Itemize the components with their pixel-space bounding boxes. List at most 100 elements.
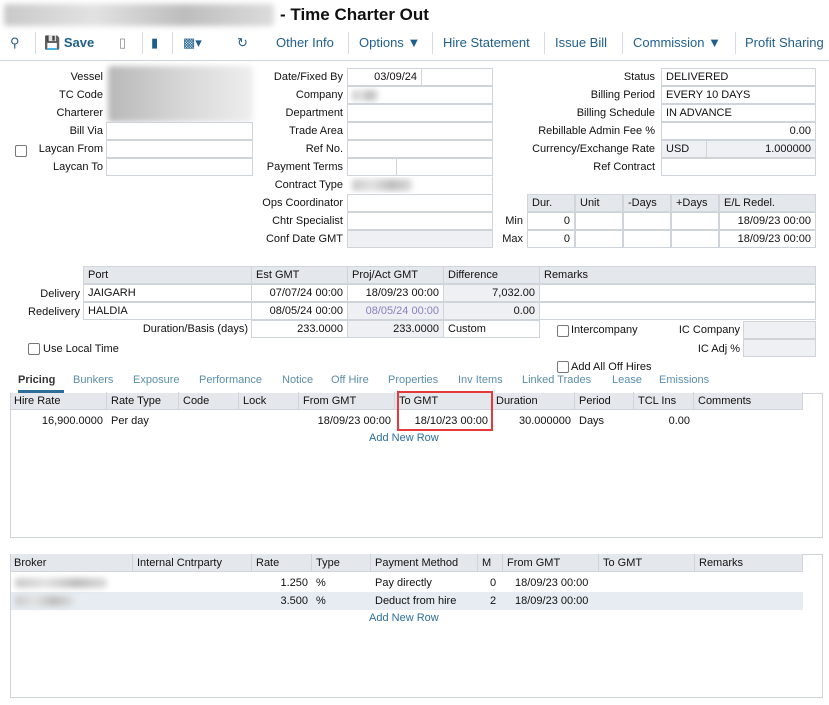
- ic-adj-input[interactable]: [743, 339, 816, 357]
- copy-dropdown-icon[interactable]: ▩▾: [183, 35, 202, 50]
- billing-schedule-value[interactable]: IN ADVANCE: [661, 104, 816, 122]
- department-input[interactable]: [347, 104, 493, 122]
- trade-area-input[interactable]: [347, 122, 493, 140]
- broker-cell[interactable]: 2: [490, 595, 497, 607]
- laycan-checkbox[interactable]: [15, 145, 27, 157]
- delivery-proj[interactable]: 18/09/23 00:00: [347, 284, 444, 302]
- other-info-button[interactable]: Other Info: [276, 35, 334, 50]
- delivery-remarks[interactable]: [539, 284, 816, 302]
- duration-cell[interactable]: 30.000000: [519, 415, 571, 427]
- broker-column-header[interactable]: Rate: [252, 554, 312, 572]
- profit-sharing-button[interactable]: Profit Sharing: [745, 35, 824, 50]
- hire-statement-button[interactable]: Hire Statement: [443, 35, 530, 50]
- broker-cell[interactable]: [703, 592, 811, 610]
- tcl-ins-cell[interactable]: 0.00: [668, 415, 690, 427]
- billing-period-value[interactable]: EVERY 10 DAYS: [661, 86, 816, 104]
- broker-cell[interactable]: 18/09/23 00:00: [515, 595, 589, 607]
- basis-select[interactable]: Custom: [443, 320, 540, 338]
- fixed-by-input[interactable]: [421, 68, 493, 86]
- min-dur[interactable]: 0: [527, 212, 575, 230]
- admin-fee-input[interactable]: 0.00: [661, 122, 816, 140]
- broker-cell[interactable]: [607, 574, 703, 592]
- min-plus-days[interactable]: [671, 212, 719, 230]
- hire-rate-cell[interactable]: 16,900.0000: [41, 415, 103, 427]
- broker-cell[interactable]: 1.250: [280, 577, 308, 589]
- new-document-icon[interactable]: ▯: [119, 35, 127, 50]
- payment-terms-input[interactable]: [396, 158, 493, 176]
- period-cell[interactable]: Days: [579, 415, 605, 427]
- broker-cell[interactable]: 3.500: [280, 595, 308, 607]
- min-el-redel[interactable]: 18/09/23 00:00: [719, 212, 816, 230]
- broker-cell[interactable]: Deduct from hire: [375, 595, 457, 607]
- tab-bunkers[interactable]: Bunkers: [73, 374, 114, 386]
- status-value[interactable]: DELIVERED: [661, 68, 816, 86]
- broker-column-header[interactable]: M: [478, 554, 503, 572]
- broker-cell[interactable]: 18/09/23 00:00: [515, 577, 589, 589]
- duration-est[interactable]: 233.0000: [251, 320, 348, 338]
- broker-column-header[interactable]: Broker: [10, 554, 133, 572]
- redelivery-port[interactable]: HALDIA: [83, 302, 252, 320]
- broker-cell[interactable]: %: [316, 577, 326, 589]
- min-unit[interactable]: [575, 212, 623, 230]
- payment-terms-code[interactable]: [347, 158, 397, 176]
- pricing-column-header[interactable]: Rate Type: [107, 392, 179, 410]
- max-plus-days[interactable]: [671, 230, 719, 248]
- exchange-rate-input[interactable]: 1.000000: [706, 140, 816, 158]
- broker-column-header[interactable]: Payment Method: [371, 554, 478, 572]
- tab-lease[interactable]: Lease: [612, 374, 642, 386]
- pricing-add-new-row[interactable]: Add New Row: [369, 432, 439, 444]
- commission-menu[interactable]: Commission ▼: [633, 35, 722, 50]
- tab-pricing[interactable]: Pricing: [18, 374, 64, 393]
- broker-cell[interactable]: 0: [490, 577, 497, 589]
- laycan-from-input[interactable]: [106, 140, 253, 158]
- rate-type-cell[interactable]: Per day: [111, 415, 149, 427]
- broker-column-header[interactable]: Internal Cntrparty: [133, 554, 252, 572]
- broker-cell[interactable]: [703, 574, 811, 592]
- tab-notice[interactable]: Notice: [282, 374, 314, 386]
- broker-column-header[interactable]: From GMT: [503, 554, 599, 572]
- tab-inv-items[interactable]: Inv Items: [458, 374, 503, 386]
- search-icon[interactable]: ⚲: [10, 35, 20, 50]
- save-button[interactable]: 💾 Save: [44, 35, 95, 50]
- delivery-est[interactable]: 07/07/24 00:00: [251, 284, 348, 302]
- pricing-column-header[interactable]: From GMT: [299, 392, 395, 410]
- laycan-to-input[interactable]: [106, 158, 253, 176]
- broker-column-header[interactable]: Type: [312, 554, 371, 572]
- company-input[interactable]: [347, 86, 493, 104]
- tab-linked-trades[interactable]: Linked Trades: [522, 374, 592, 386]
- from-gmt-cell[interactable]: 18/09/23 00:00: [317, 415, 391, 427]
- broker-cell[interactable]: Pay directly: [375, 577, 432, 589]
- ic-company-input[interactable]: [743, 321, 816, 339]
- max-dur[interactable]: 0: [527, 230, 575, 248]
- intercompany-checkbox[interactable]: [557, 325, 569, 337]
- broker-column-header[interactable]: To GMT: [599, 554, 695, 572]
- pricing-column-header[interactable]: Lock: [239, 392, 299, 410]
- max-minus-days[interactable]: [623, 230, 671, 248]
- tab-exposure[interactable]: Exposure: [133, 374, 180, 386]
- broker-cell[interactable]: %: [316, 595, 326, 607]
- pricing-column-header[interactable]: Hire Rate: [10, 392, 107, 410]
- max-unit[interactable]: [575, 230, 623, 248]
- use-local-time-checkbox[interactable]: [28, 343, 40, 355]
- to-gmt-cell[interactable]: 18/10/23 00:00: [414, 415, 488, 427]
- redelivery-est[interactable]: 08/05/24 00:00: [251, 302, 348, 320]
- tab-emissions[interactable]: Emissions: [659, 374, 710, 386]
- ref-contract-input[interactable]: [661, 158, 816, 176]
- delivery-port[interactable]: JAIGARH: [83, 284, 252, 302]
- pricing-column-header[interactable]: TCL Ins: [634, 392, 694, 410]
- tab-properties[interactable]: Properties: [388, 374, 439, 386]
- ref-no-input[interactable]: [347, 140, 493, 158]
- bill-via-input[interactable]: [106, 122, 253, 140]
- options-menu[interactable]: Options ▼: [359, 35, 421, 50]
- redelivery-remarks[interactable]: [539, 302, 816, 320]
- add-all-off-hires-checkbox[interactable]: [557, 361, 569, 373]
- issue-bill-button[interactable]: Issue Bill: [555, 35, 608, 50]
- max-el-redel[interactable]: 18/09/23 00:00: [719, 230, 816, 248]
- trash-icon[interactable]: ▮: [151, 35, 159, 50]
- currency-input[interactable]: USD: [661, 140, 707, 158]
- pricing-column-header[interactable]: Duration: [492, 392, 575, 410]
- date-input[interactable]: 03/09/24: [347, 68, 422, 86]
- pricing-column-header[interactable]: Period: [575, 392, 634, 410]
- refresh-icon[interactable]: ↻: [237, 35, 248, 50]
- broker-cell[interactable]: [607, 592, 703, 610]
